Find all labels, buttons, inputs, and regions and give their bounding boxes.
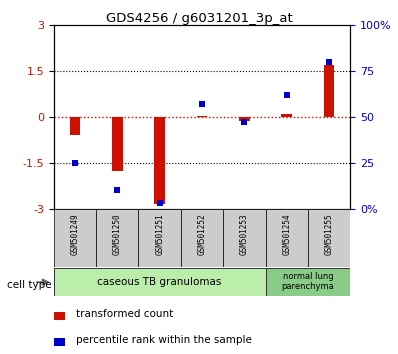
Bar — [239, 117, 250, 120]
Point — [156, 200, 163, 206]
Bar — [265, 209, 308, 267]
Text: cell type: cell type — [7, 280, 52, 290]
Text: GSM501252: GSM501252 — [197, 213, 207, 255]
Bar — [181, 209, 223, 267]
Bar — [139, 209, 181, 267]
Bar — [96, 209, 139, 267]
Text: GDS4256 / g6031201_3p_at: GDS4256 / g6031201_3p_at — [105, 12, 293, 25]
Bar — [223, 209, 265, 267]
Bar — [54, 338, 65, 346]
Bar — [265, 268, 350, 296]
Text: GSM501253: GSM501253 — [240, 213, 249, 255]
Point — [114, 188, 121, 193]
Text: GSM501251: GSM501251 — [155, 213, 164, 255]
Text: transformed count: transformed count — [76, 309, 173, 320]
Point — [199, 101, 205, 107]
Point — [283, 92, 290, 98]
Point — [326, 59, 332, 64]
Bar — [112, 117, 123, 171]
Bar — [54, 209, 96, 267]
Text: percentile rank within the sample: percentile rank within the sample — [76, 335, 252, 345]
Point — [241, 120, 248, 125]
Bar — [197, 116, 207, 117]
Bar — [54, 268, 265, 296]
Bar — [154, 117, 165, 204]
Bar — [281, 114, 292, 117]
Text: GSM501254: GSM501254 — [282, 213, 291, 255]
Bar — [308, 209, 350, 267]
Bar — [54, 312, 65, 320]
Text: caseous TB granulomas: caseous TB granulomas — [98, 277, 222, 287]
Text: GSM501249: GSM501249 — [70, 213, 80, 255]
Text: GSM501255: GSM501255 — [324, 213, 334, 255]
Point — [72, 160, 78, 166]
Text: normal lung
parenchyma: normal lung parenchyma — [281, 272, 334, 291]
Bar — [70, 117, 80, 135]
Bar — [324, 65, 334, 117]
Text: GSM501250: GSM501250 — [113, 213, 122, 255]
